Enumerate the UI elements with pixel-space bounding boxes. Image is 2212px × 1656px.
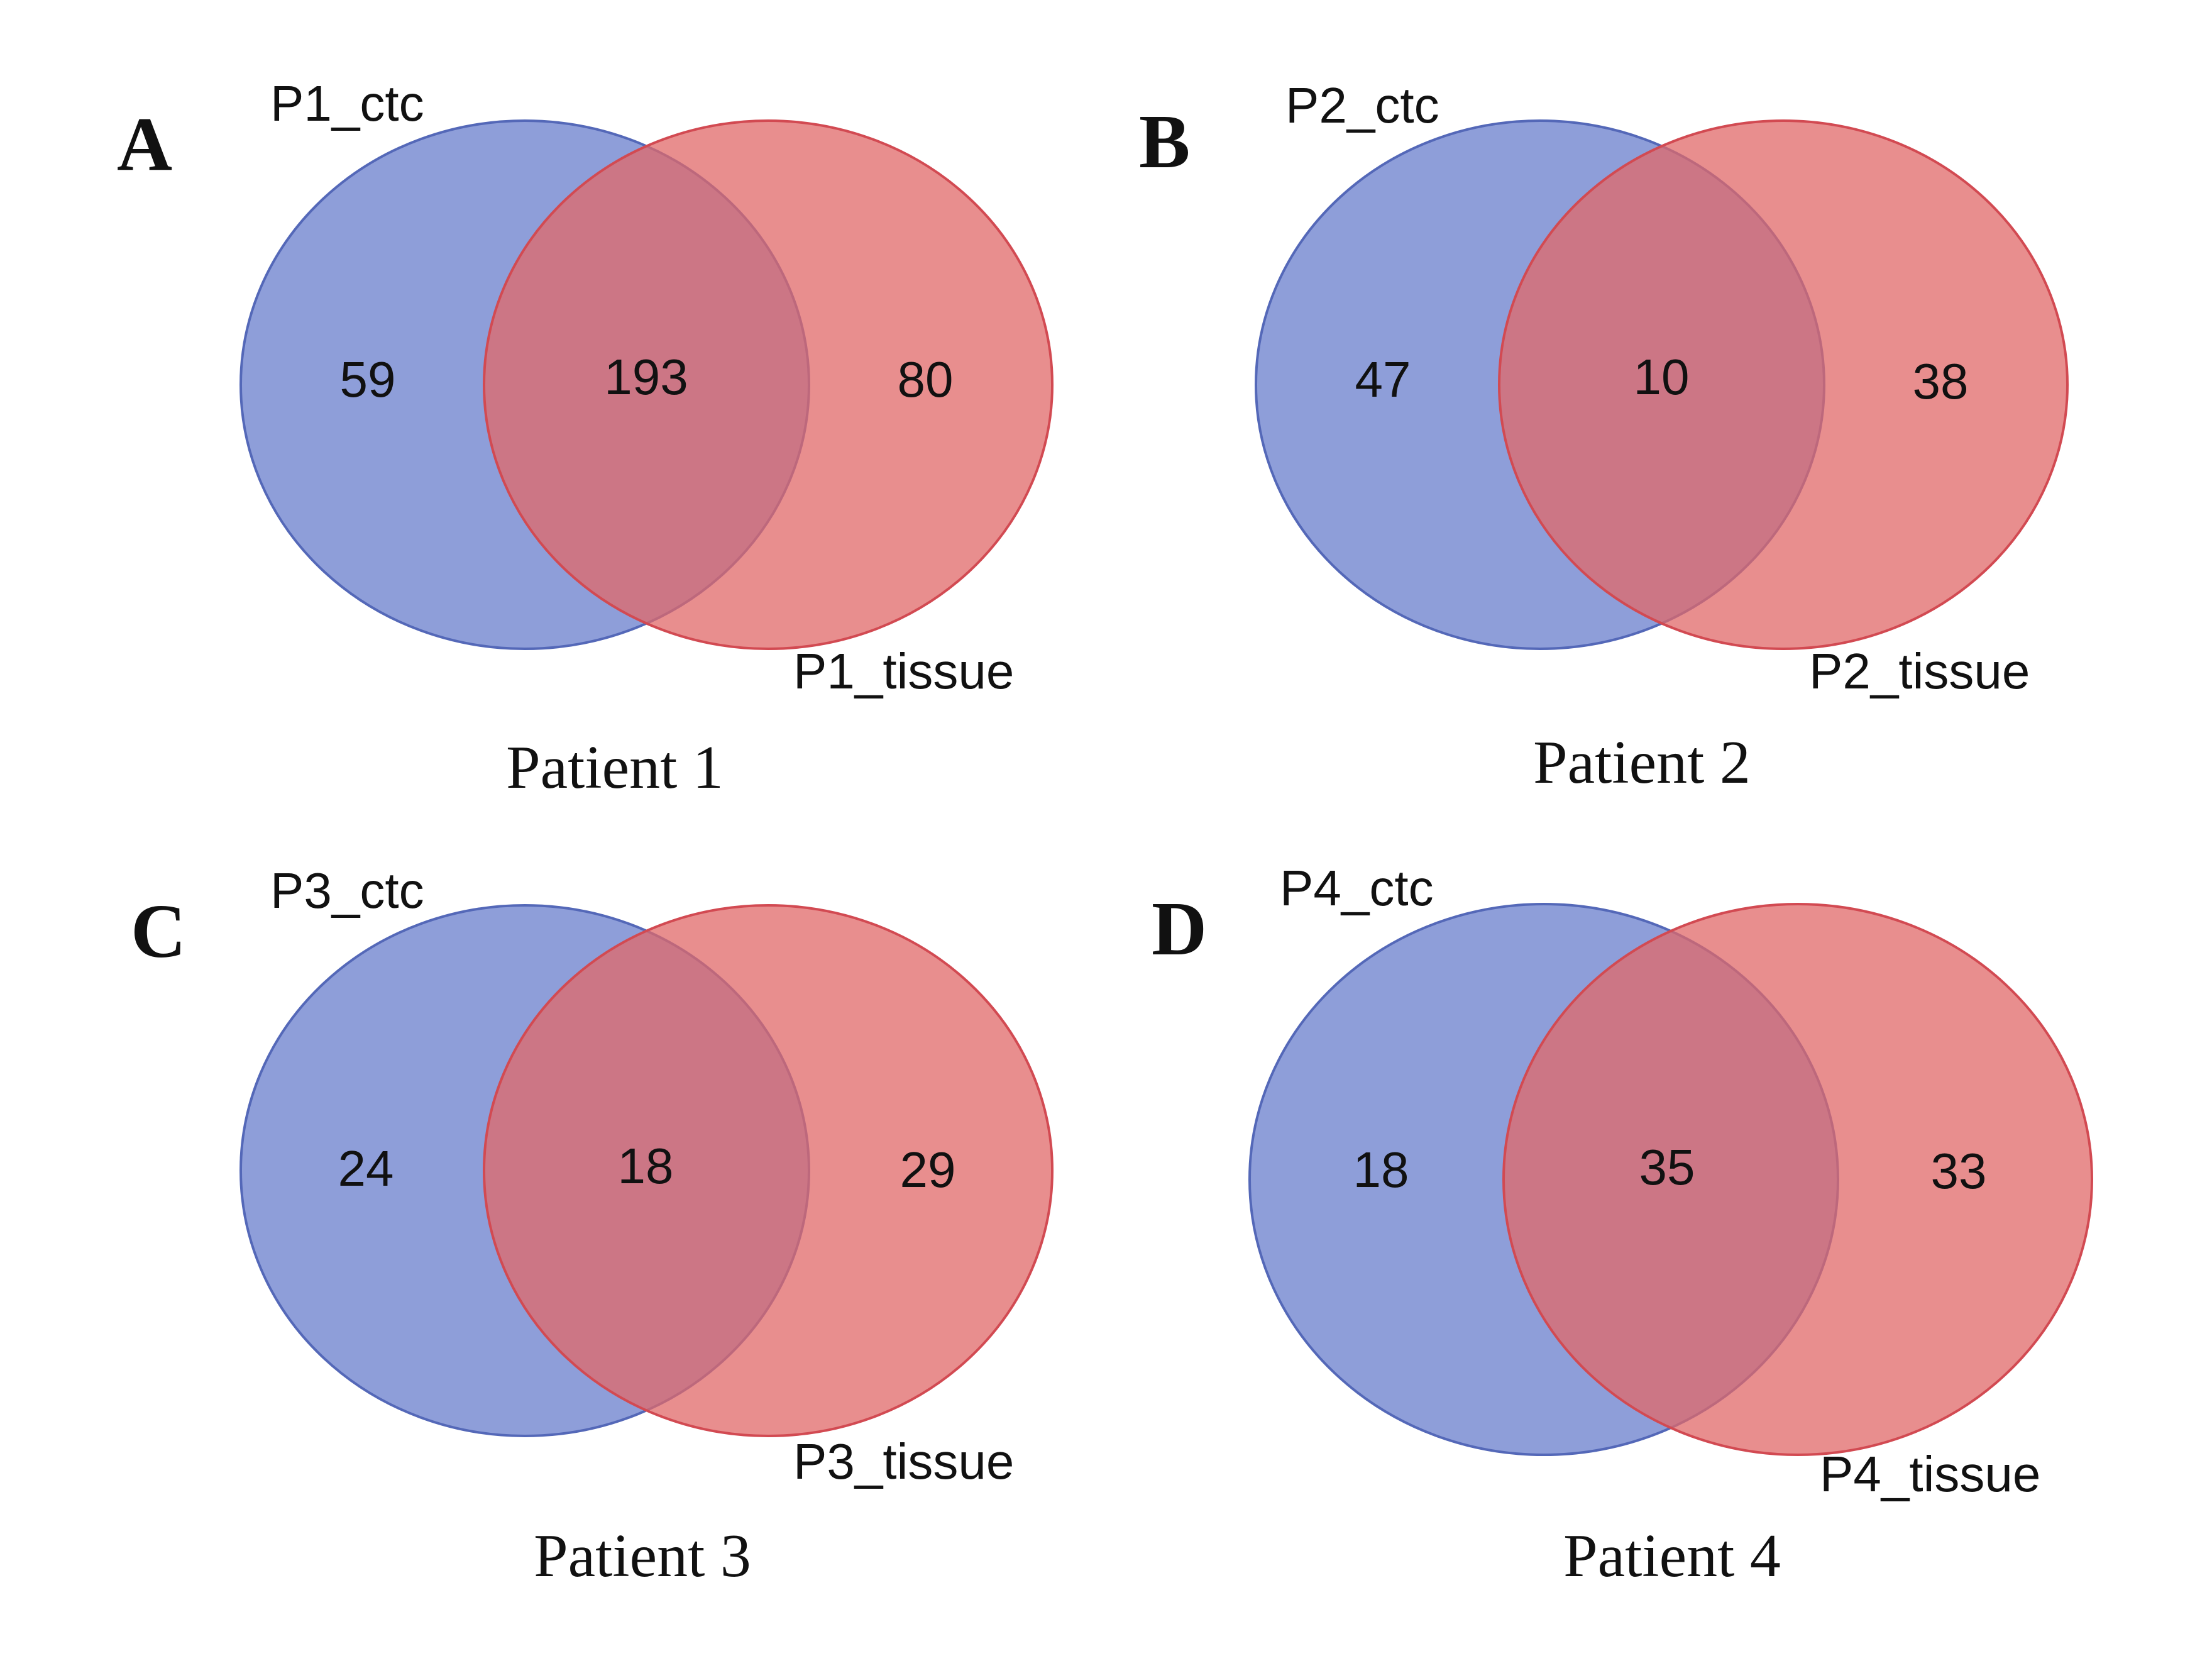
panel-caption: Patient 4	[1563, 1522, 1781, 1590]
set-label-ctc: P1_ctc	[270, 75, 424, 131]
count-only-ctc: 24	[338, 1140, 394, 1196]
venn-panel-d: D P4_ctc P4_tissue 18 35 33 Patient 4	[1152, 860, 2093, 1590]
panel-caption: Patient 2	[1533, 729, 1751, 797]
count-only-tissue: 33	[1931, 1143, 1987, 1199]
count-only-tissue: 80	[898, 351, 954, 407]
venn-panel-a: A P1_ctc P1_tissue 59 193 80 Patient 1	[117, 75, 1054, 802]
panel-letter: C	[131, 889, 186, 974]
tissue-circle	[1498, 119, 2069, 650]
count-intersection: 10	[1634, 349, 1690, 405]
count-intersection: 35	[1639, 1139, 1695, 1195]
venn-panel-c: C P3_ctc P3_tissue 24 18 29 Patient 3	[131, 863, 1054, 1590]
panel-letter: B	[1139, 99, 1190, 184]
panel-caption: Patient 1	[506, 734, 724, 802]
count-only-ctc: 47	[1355, 351, 1411, 407]
tissue-circle	[483, 119, 1054, 650]
panel-letter: D	[1152, 886, 1207, 971]
set-label-ctc: P2_ctc	[1285, 77, 1439, 133]
count-only-tissue: 38	[1913, 353, 1969, 409]
panel-caption: Patient 3	[534, 1522, 751, 1590]
tissue-circle	[483, 904, 1054, 1437]
set-label-tissue: P1_tissue	[793, 643, 1014, 699]
count-only-ctc: 59	[340, 351, 396, 407]
panel-letter: A	[117, 102, 172, 187]
set-label-tissue: P2_tissue	[1809, 643, 2030, 699]
set-label-tissue: P3_tissue	[793, 1433, 1014, 1489]
count-intersection: 193	[604, 349, 688, 405]
set-label-ctc: P4_ctc	[1280, 860, 1434, 916]
set-label-ctc: P3_ctc	[270, 863, 424, 919]
venn-panel-b: B P2_ctc P2_tissue 47 10 38 Patient 2	[1139, 77, 2069, 797]
count-only-tissue: 29	[900, 1142, 956, 1198]
count-only-ctc: 18	[1353, 1142, 1409, 1198]
set-label-tissue: P4_tissue	[1820, 1446, 2040, 1502]
count-intersection: 18	[618, 1138, 674, 1194]
tissue-circle	[1502, 903, 2093, 1456]
